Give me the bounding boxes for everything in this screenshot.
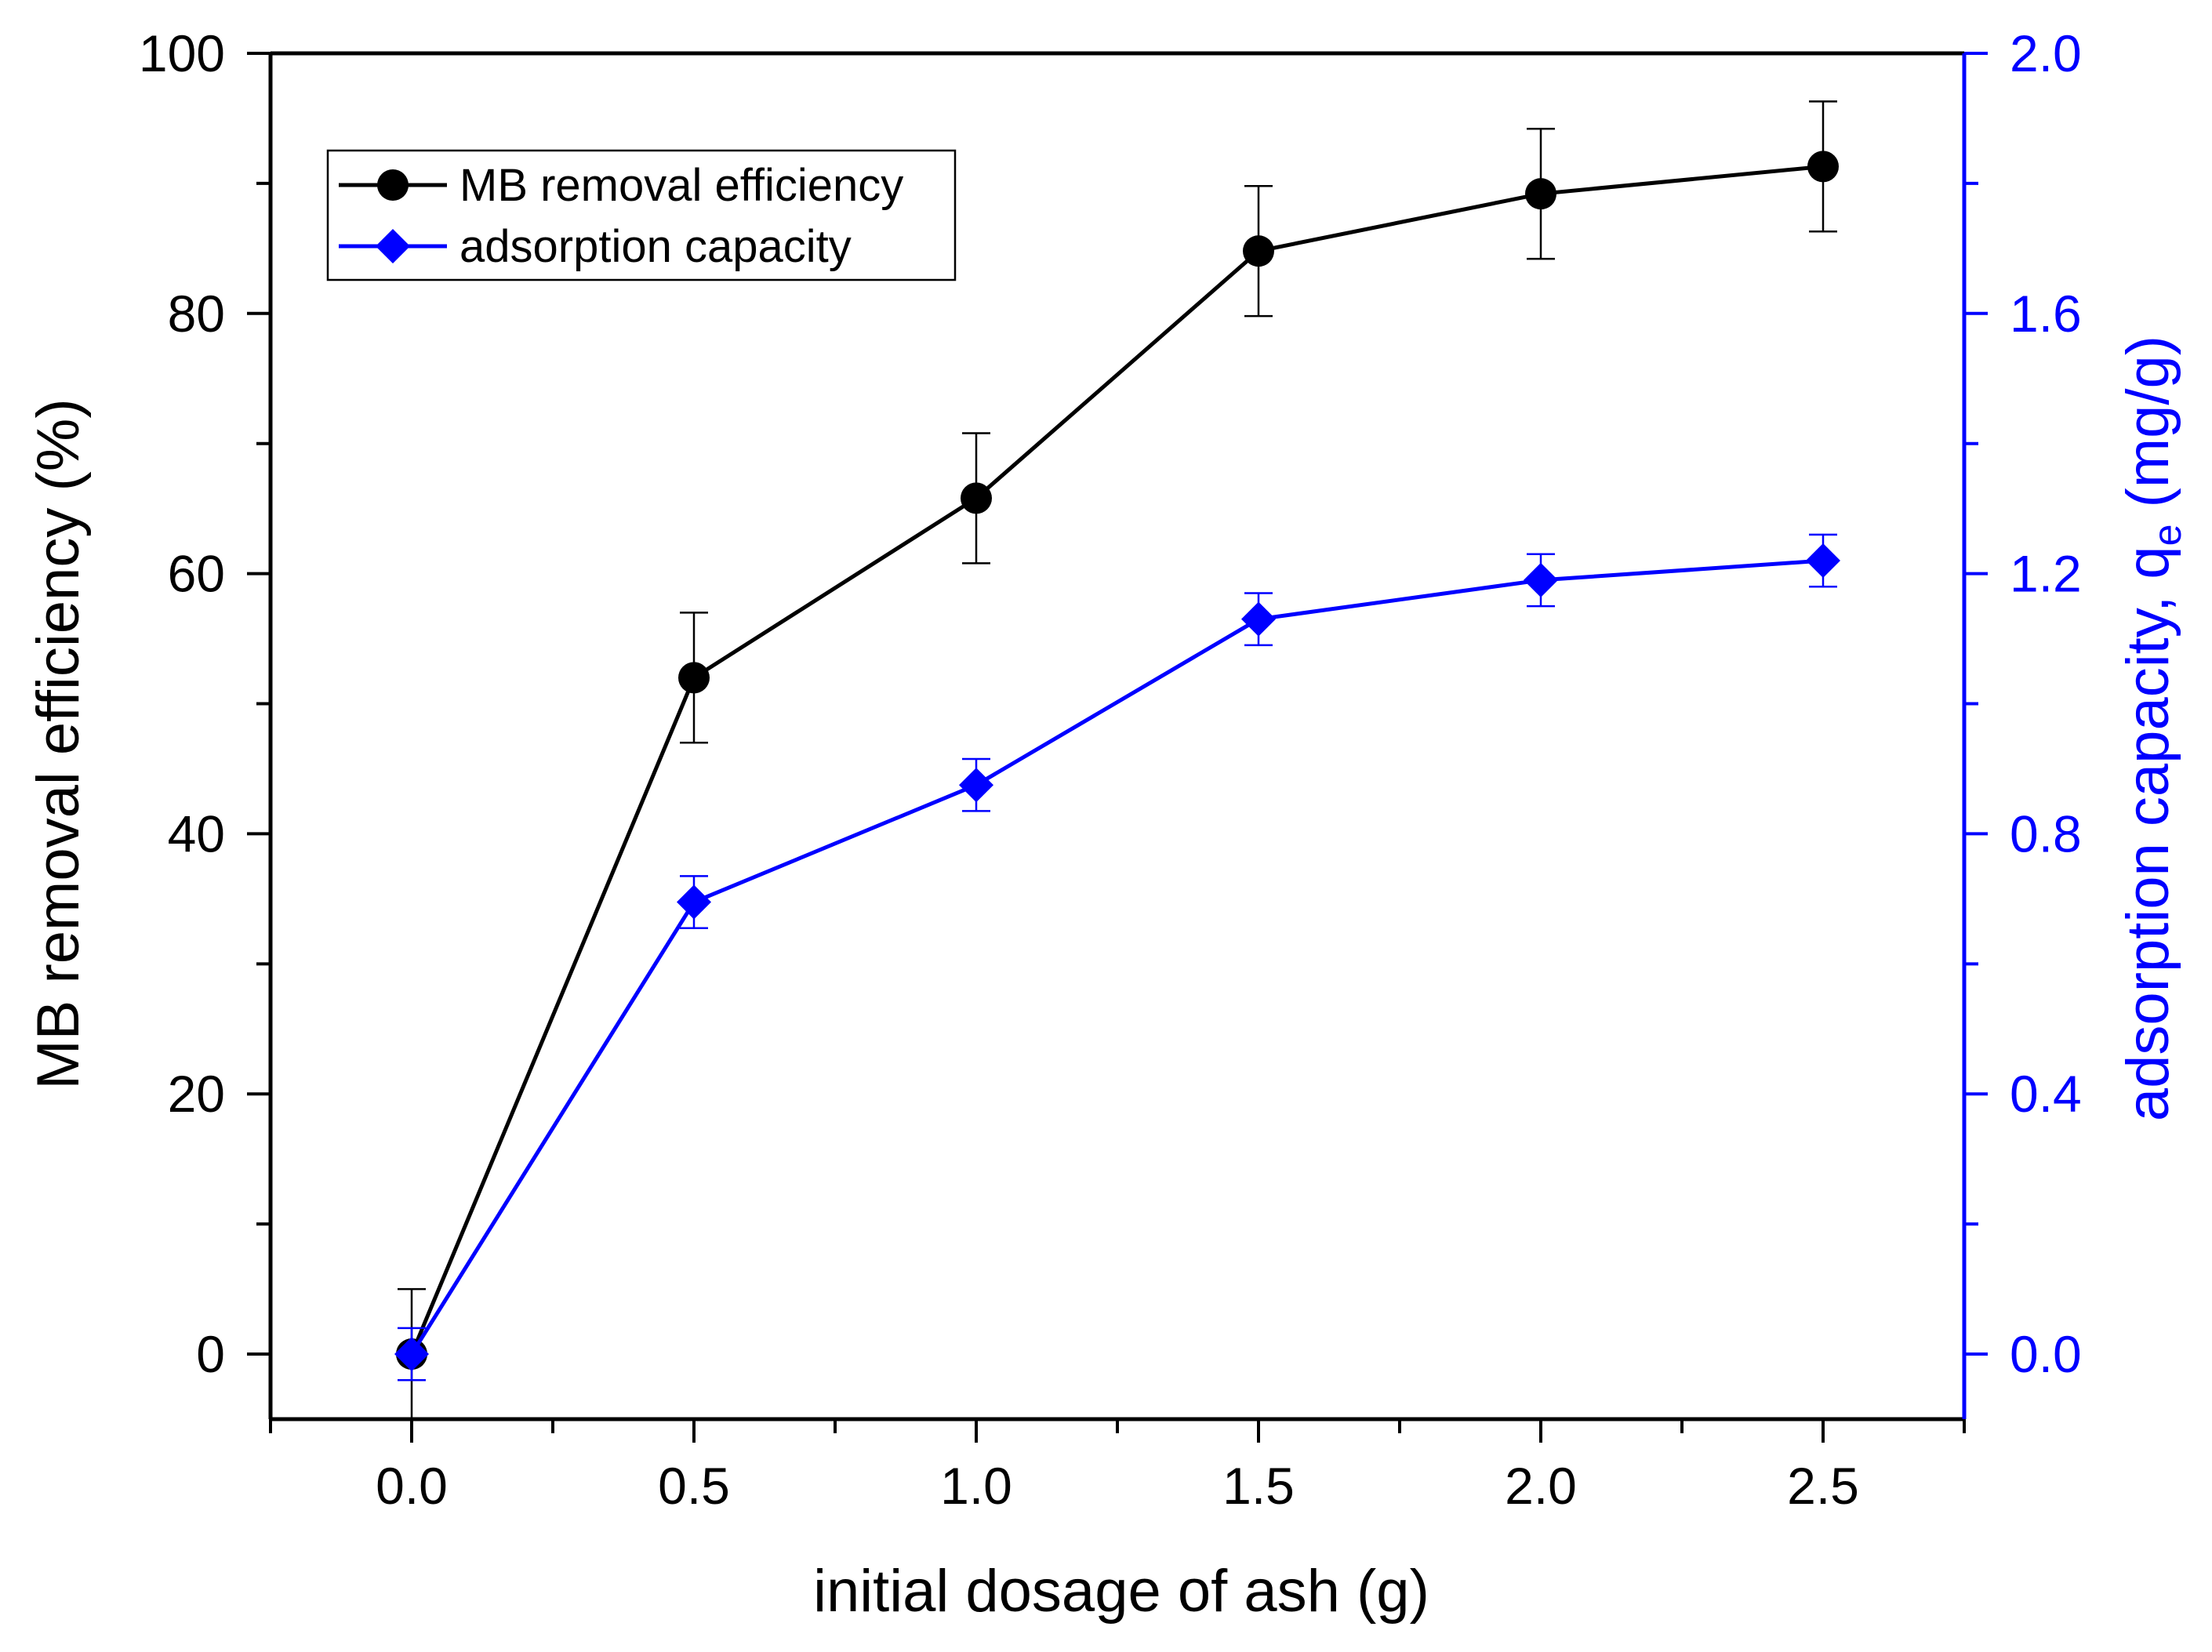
y-tick-label: 20 [168, 1065, 225, 1123]
y2-tick-label: 0.0 [2010, 1325, 2082, 1383]
data-point-capacity [1241, 601, 1276, 637]
x-tick-label: 2.0 [1505, 1457, 1577, 1515]
data-point-efficiency [1807, 151, 1839, 183]
y-tick-label: 60 [168, 545, 225, 603]
x-tick-label: 1.5 [1222, 1457, 1295, 1515]
y-tick-label: 0 [196, 1325, 225, 1383]
data-point-efficiency [678, 662, 710, 694]
y2-axis-title-main: adsorption capacity, q [2115, 546, 2181, 1121]
y-tick-label: 40 [168, 804, 225, 862]
legend-marker-capacity [376, 229, 410, 263]
legend-box [326, 149, 957, 281]
data-point-capacity [1524, 562, 1558, 597]
data-point-efficiency [1243, 235, 1274, 267]
data-point-capacity [1806, 543, 1840, 579]
x-tick-label: 2.5 [1787, 1457, 1859, 1515]
y-tick-label: 80 [168, 285, 225, 343]
y2-tick-label: 0.4 [2010, 1065, 2082, 1123]
legend-label-efficiency: MB removal efficiency [459, 160, 903, 211]
y2-axis-title-unit: (mg/g) [2115, 336, 2181, 525]
data-point-efficiency [961, 482, 992, 514]
data-point-capacity [959, 768, 993, 803]
y2-axis-title: adsorption capacity, qe (mg/g) [2115, 336, 2189, 1121]
x-tick-label: 0.0 [376, 1457, 448, 1515]
series-line-capacity [409, 558, 1824, 1356]
y-tick-label: 100 [139, 24, 225, 82]
y2-tick-label: 1.2 [2010, 545, 2082, 603]
x-axis-title: initial dosage of ash (g) [813, 1558, 1429, 1625]
y2-tick-label: 0.8 [2010, 804, 2082, 862]
legend-marker-efficiency [377, 169, 409, 201]
y2-tick-label: 2.0 [2010, 24, 2082, 82]
y2-tick-label: 1.6 [2010, 285, 2082, 343]
data-point-efficiency [1525, 178, 1556, 210]
data-point-capacity [677, 884, 711, 920]
x-tick-label: 0.5 [658, 1457, 730, 1515]
series-line-efficiency [409, 164, 1824, 1356]
y-axis-title: MB removal efficiency (%) [25, 398, 92, 1089]
legend-label-capacity: adsorption capacity [459, 221, 852, 272]
data-point-capacity [394, 1337, 429, 1372]
x-tick-label: 1.0 [940, 1457, 1012, 1515]
y2-axis-title-subscript: e [2145, 525, 2189, 546]
